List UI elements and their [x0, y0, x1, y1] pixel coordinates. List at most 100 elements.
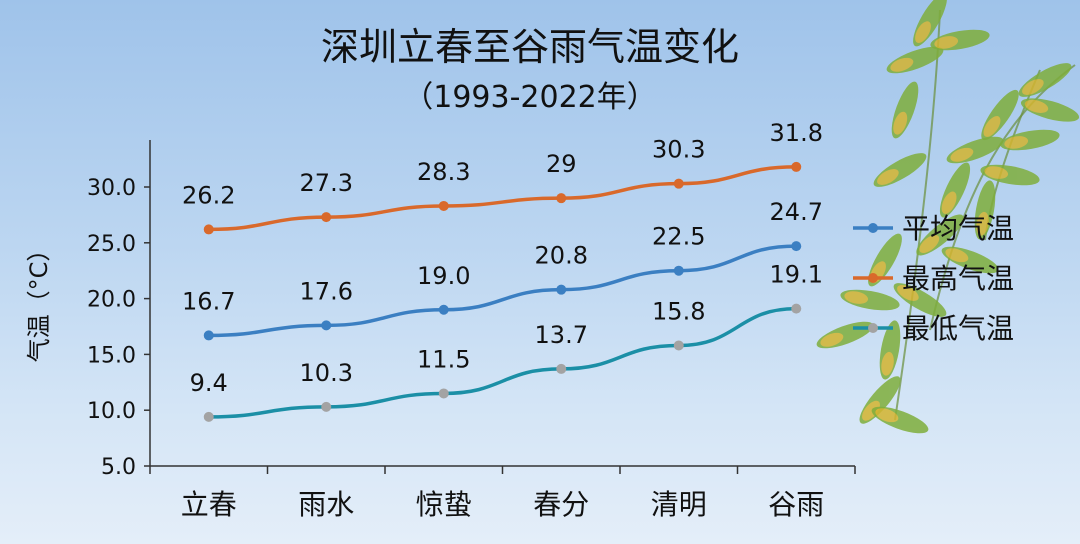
data-point — [791, 303, 802, 314]
leaf — [1020, 98, 1080, 122]
x-category-label: 谷雨 — [768, 488, 824, 521]
leaf-tip — [881, 351, 894, 376]
data-point — [556, 363, 567, 374]
leaf — [946, 136, 1004, 164]
leaf — [974, 180, 996, 240]
data-point — [203, 411, 214, 422]
data-label: 16.7 — [182, 287, 235, 315]
data-point — [321, 212, 332, 223]
series-line — [208, 244, 797, 338]
leaf — [913, 0, 947, 47]
decorative-leaves — [816, 0, 1080, 434]
leaf-tip — [934, 36, 959, 49]
leaf-tip — [1004, 136, 1029, 149]
leaf-tip — [875, 408, 899, 423]
data-point — [438, 200, 449, 211]
y-axis-label: 气温（°C） — [25, 238, 53, 363]
leaf-body — [1018, 63, 1072, 97]
leaf — [859, 376, 901, 424]
chart-title: 深圳立春至谷雨气温变化 — [321, 25, 739, 69]
y-tick-label: 15.0 — [87, 343, 136, 368]
data-point — [438, 304, 449, 315]
leaf — [981, 89, 1019, 141]
axes: 5.0 10.0 15.0 20.0 25.0 30.0 立春 雨水 惊蛰 春分 清明 谷雨 — [87, 140, 856, 521]
leaf-tip — [976, 211, 989, 236]
legend-swatch-marker — [868, 273, 878, 283]
leaf-tip — [862, 400, 880, 421]
data-point — [791, 161, 802, 172]
x-category-label: 清明 — [651, 488, 707, 521]
data-label: 15.8 — [652, 297, 705, 325]
leaf-body — [871, 406, 929, 434]
data-label: 19.0 — [417, 262, 470, 290]
leaf — [840, 289, 900, 311]
data-point — [791, 241, 802, 252]
leaf — [873, 153, 927, 187]
y-tick-label: 5.0 — [101, 455, 136, 480]
leaf-tip — [897, 285, 919, 301]
x-category-label: 立春 — [181, 488, 237, 521]
legend-swatch-marker — [868, 323, 878, 333]
leaf — [816, 321, 874, 349]
leaf-tip — [820, 332, 844, 347]
y-tick-label: 25.0 — [87, 232, 136, 257]
data-label: 9.4 — [190, 369, 228, 397]
y-tick-label: 10.0 — [87, 399, 136, 424]
data-label: 17.6 — [300, 277, 353, 305]
data-label: 28.3 — [417, 158, 470, 186]
data-point — [203, 224, 214, 235]
series-line — [208, 306, 797, 419]
series-0: 16.7 17.6 19.0 20.8 22.5 24.7 — [182, 198, 823, 341]
legend-item: 平均气温 — [853, 212, 1014, 245]
data-label: 13.7 — [535, 321, 588, 349]
data-point — [321, 320, 332, 331]
leaf-tip — [890, 57, 914, 72]
leaf — [871, 406, 929, 434]
data-point — [203, 330, 214, 341]
leaf-body — [816, 321, 874, 349]
data-label: 11.5 — [417, 345, 470, 373]
data-point — [673, 340, 684, 351]
data-label: 19.1 — [770, 261, 823, 289]
data-point — [556, 193, 567, 204]
series-1: 26.2 27.3 28.3 29 30.3 31.8 — [182, 119, 823, 235]
legend-label: 平均气温 — [902, 212, 1014, 245]
legend-item: 最低气温 — [853, 312, 1014, 345]
leaf — [980, 164, 1040, 186]
leaf — [939, 162, 971, 218]
data-label: 31.8 — [770, 119, 823, 147]
data-label: 30.3 — [652, 136, 705, 164]
x-category-label: 春分 — [533, 488, 589, 521]
leaf-tip — [945, 248, 969, 263]
data-label: 10.3 — [300, 359, 353, 387]
legend-swatch-marker — [868, 223, 878, 233]
legend-item: 最高气温 — [853, 262, 1014, 295]
leaf-tip — [983, 116, 1001, 137]
leaf — [1000, 129, 1060, 151]
data-label: 29 — [546, 150, 577, 178]
data-label: 24.7 — [770, 198, 823, 226]
leaf-tip — [893, 111, 908, 135]
x-category-label: 雨水 — [298, 488, 354, 521]
data-point — [673, 178, 684, 189]
leaf — [893, 283, 947, 317]
leaf-body — [873, 153, 927, 187]
y-tick-label: 20.0 — [87, 288, 136, 313]
chart-subtitle: （1993-2022年） — [403, 80, 657, 115]
leaf — [930, 29, 990, 51]
data-label: 26.2 — [182, 181, 235, 209]
leaf — [891, 81, 919, 139]
series-layer: 16.7 17.6 19.0 20.8 22.5 24.7 26.2 27.3 28.3 29 30… — [182, 119, 823, 422]
data-point — [673, 265, 684, 276]
data-label: 27.3 — [300, 169, 353, 197]
data-label: 20.8 — [535, 242, 588, 270]
legend-label: 最低气温 — [902, 312, 1014, 345]
x-category-label: 惊蛰 — [416, 488, 472, 521]
leaf — [916, 214, 964, 256]
leaf-body — [891, 81, 919, 139]
leaf — [879, 320, 901, 380]
data-label: 22.5 — [652, 223, 705, 251]
